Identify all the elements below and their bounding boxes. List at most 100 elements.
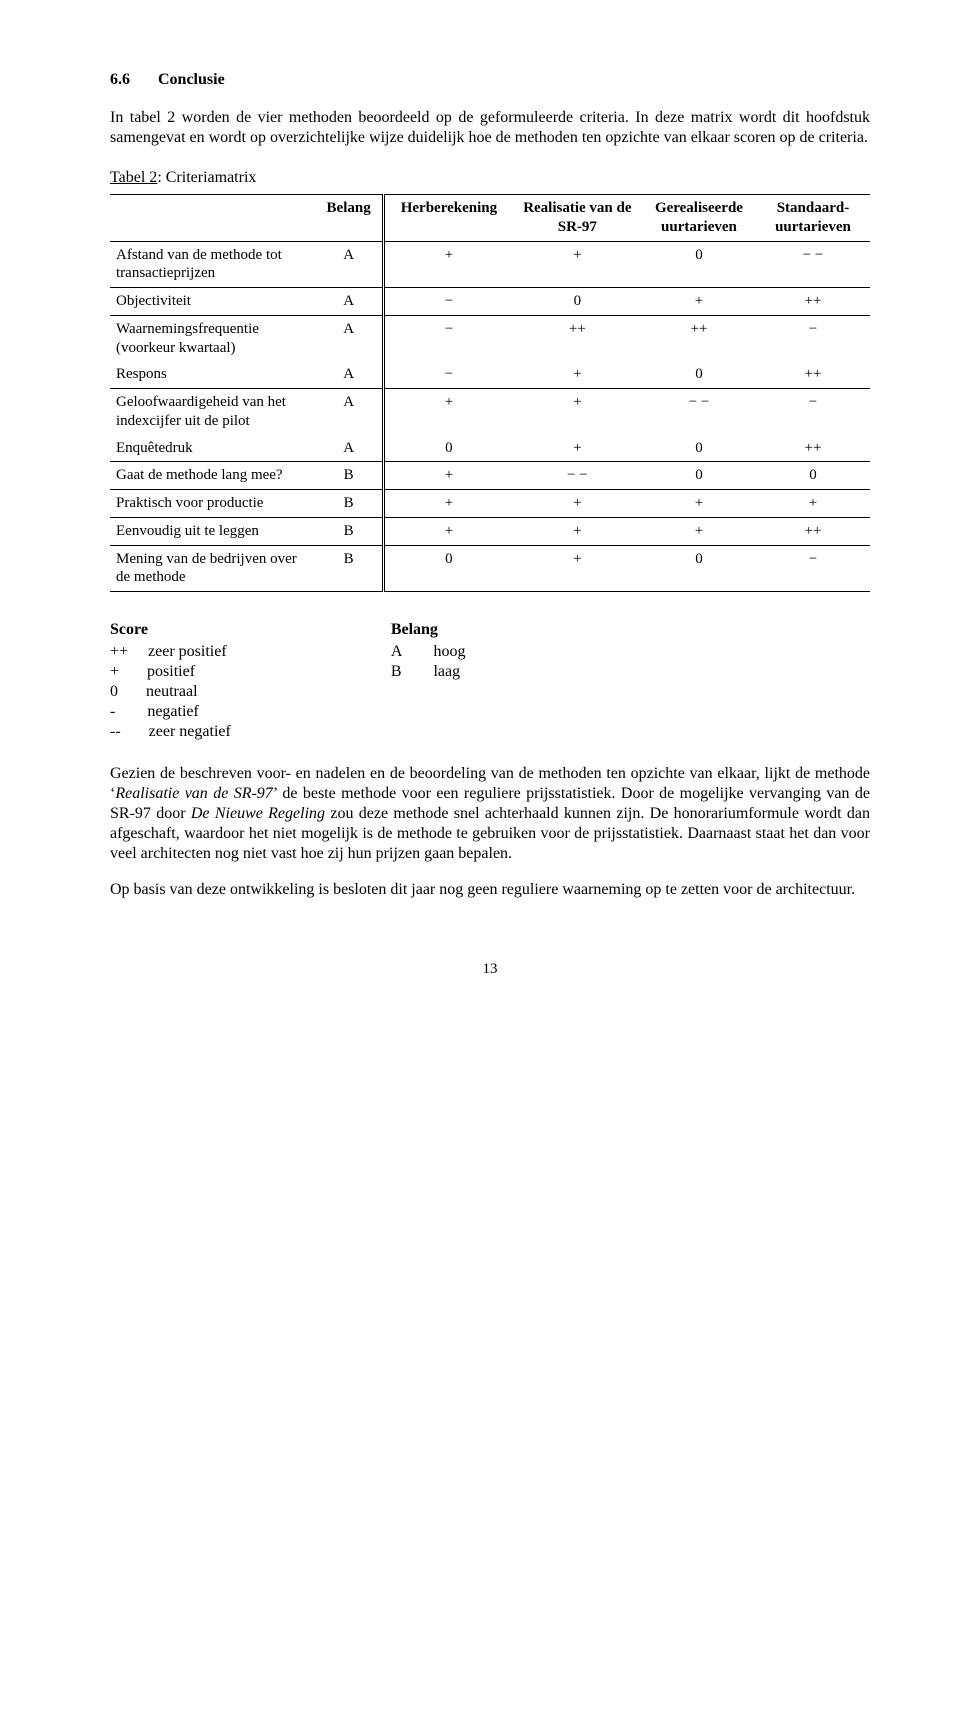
legend-belang-heading: Belang bbox=[391, 620, 466, 640]
body-p2-italic: Realisatie van de SR-97 bbox=[115, 785, 272, 802]
table-cell: 0 bbox=[642, 241, 756, 288]
table-cell: + bbox=[513, 545, 642, 592]
table-cell: + bbox=[513, 517, 642, 545]
table-cell: Enquêtedruk bbox=[110, 435, 315, 462]
table-row: Mening van de bedrijven over de methodeB… bbox=[110, 545, 870, 592]
table-cell: A bbox=[315, 389, 383, 435]
table-cell: ++ bbox=[756, 435, 870, 462]
legend-belang: Belang A hoogB laag bbox=[391, 620, 466, 742]
legend-line: -- zeer negatief bbox=[110, 722, 231, 742]
body-p2-i: ‘Realisatie van de SR-97’ bbox=[110, 785, 277, 802]
table-caption-rest: : Criteriamatrix bbox=[157, 169, 256, 186]
legend-line: A hoog bbox=[391, 642, 466, 662]
table-cell: + bbox=[384, 490, 513, 518]
legend-belang-lines: A hoogB laag bbox=[391, 642, 466, 682]
section-title: Conclusie bbox=[158, 71, 225, 88]
table-cell: Afstand van de methode tot transactiepri… bbox=[110, 241, 315, 288]
section-number: 6.6 bbox=[110, 70, 130, 90]
table-body: Afstand van de methode tot transactiepri… bbox=[110, 241, 870, 592]
table-cell: − − bbox=[756, 241, 870, 288]
table-caption: Tabel 2: Criteriamatrix bbox=[110, 168, 870, 188]
table-cell: + bbox=[513, 361, 642, 388]
table-cell: 0 bbox=[642, 435, 756, 462]
table-cell: A bbox=[315, 315, 383, 361]
table-cell: − − bbox=[642, 389, 756, 435]
table-header: Standaard-uurtarieven bbox=[756, 195, 870, 242]
table-cell: Geloofwaardigeheid van het indexcijfer u… bbox=[110, 389, 315, 435]
table-row: Eenvoudig uit te leggenB+++++ bbox=[110, 517, 870, 545]
table-cell: + bbox=[642, 288, 756, 316]
table-cell: − bbox=[384, 361, 513, 388]
table-cell: A bbox=[315, 361, 383, 388]
legend-line: + positief bbox=[110, 662, 231, 682]
table-cell: B bbox=[315, 517, 383, 545]
table-cell: + bbox=[756, 490, 870, 518]
table-cell: ++ bbox=[756, 361, 870, 388]
body-paragraph-3: Op basis van deze ontwikkeling is beslot… bbox=[110, 880, 870, 900]
table-cell: + bbox=[513, 241, 642, 288]
table-cell: B bbox=[315, 462, 383, 490]
table-header: Herberekening bbox=[384, 195, 513, 242]
table-cell: + bbox=[513, 435, 642, 462]
table-cell: − − bbox=[513, 462, 642, 490]
table-header: Gerealiseerde uurtarieven bbox=[642, 195, 756, 242]
table-header bbox=[110, 195, 315, 242]
table-cell: − bbox=[756, 545, 870, 592]
table-header-row: Belang Herberekening Realisatie van de S… bbox=[110, 195, 870, 242]
table-cell: A bbox=[315, 241, 383, 288]
table-cell: 0 bbox=[756, 462, 870, 490]
table-cell: B bbox=[315, 545, 383, 592]
criteria-matrix-table: Belang Herberekening Realisatie van de S… bbox=[110, 194, 870, 592]
section-heading: 6.6 Conclusie bbox=[110, 70, 870, 90]
table-header: Belang bbox=[315, 195, 383, 242]
table-row: Gaat de methode lang mee?B+− −00 bbox=[110, 462, 870, 490]
table-cell: + bbox=[642, 517, 756, 545]
table-cell: + bbox=[384, 241, 513, 288]
table-caption-prefix: Tabel 2 bbox=[110, 169, 157, 186]
table-cell: + bbox=[384, 517, 513, 545]
table-cell: Mening van de bedrijven over de methode bbox=[110, 545, 315, 592]
table-header: Realisatie van de SR-97 bbox=[513, 195, 642, 242]
table-cell: ++ bbox=[756, 288, 870, 316]
page-number: 13 bbox=[110, 960, 870, 979]
table-cell: + bbox=[513, 389, 642, 435]
legend-line: B laag bbox=[391, 662, 466, 682]
table-cell: 0 bbox=[513, 288, 642, 316]
table-cell: + bbox=[513, 490, 642, 518]
table-cell: 0 bbox=[642, 462, 756, 490]
legend-line: ++ zeer positief bbox=[110, 642, 231, 662]
table-cell: Respons bbox=[110, 361, 315, 388]
table-cell: − bbox=[384, 288, 513, 316]
table-row: ResponsA−+0++ bbox=[110, 361, 870, 388]
table-cell: 0 bbox=[642, 545, 756, 592]
table-cell: Gaat de methode lang mee? bbox=[110, 462, 315, 490]
table-cell: Waarnemingsfrequentie (voorkeur kwartaal… bbox=[110, 315, 315, 361]
table-cell: − bbox=[384, 315, 513, 361]
body-paragraph-2: Gezien de beschreven voor- en nadelen en… bbox=[110, 764, 870, 864]
table-cell: ++ bbox=[642, 315, 756, 361]
intro-paragraph: In tabel 2 worden de vier methoden beoor… bbox=[110, 108, 870, 148]
body-p2-a: Gezien de beschreven voor- en nadelen en… bbox=[110, 765, 870, 782]
table-cell: Objectiviteit bbox=[110, 288, 315, 316]
legend-score-lines: ++ zeer positief+ positief0 neutraal- ne… bbox=[110, 642, 231, 742]
table-row: Waarnemingsfrequentie (voorkeur kwartaal… bbox=[110, 315, 870, 361]
table-cell: A bbox=[315, 288, 383, 316]
legend-line: 0 neutraal bbox=[110, 682, 231, 702]
table-cell: + bbox=[384, 462, 513, 490]
table-cell: + bbox=[384, 389, 513, 435]
table-cell: Eenvoudig uit te leggen bbox=[110, 517, 315, 545]
table-cell: + bbox=[642, 490, 756, 518]
table-row: Geloofwaardigeheid van het indexcijfer u… bbox=[110, 389, 870, 435]
table-cell: − bbox=[756, 389, 870, 435]
table-cell: B bbox=[315, 490, 383, 518]
legend-score: Score ++ zeer positief+ positief0 neutra… bbox=[110, 620, 231, 742]
legend-score-heading: Score bbox=[110, 620, 231, 640]
table-row: EnquêtedrukA0+0++ bbox=[110, 435, 870, 462]
table-cell: 0 bbox=[642, 361, 756, 388]
body-p2-i2: De Nieuwe Regeling bbox=[191, 805, 325, 822]
legend: Score ++ zeer positief+ positief0 neutra… bbox=[110, 620, 870, 742]
table-cell: − bbox=[756, 315, 870, 361]
table-cell: 0 bbox=[384, 435, 513, 462]
legend-line: - negatief bbox=[110, 702, 231, 722]
table-row: Afstand van de methode tot transactiepri… bbox=[110, 241, 870, 288]
